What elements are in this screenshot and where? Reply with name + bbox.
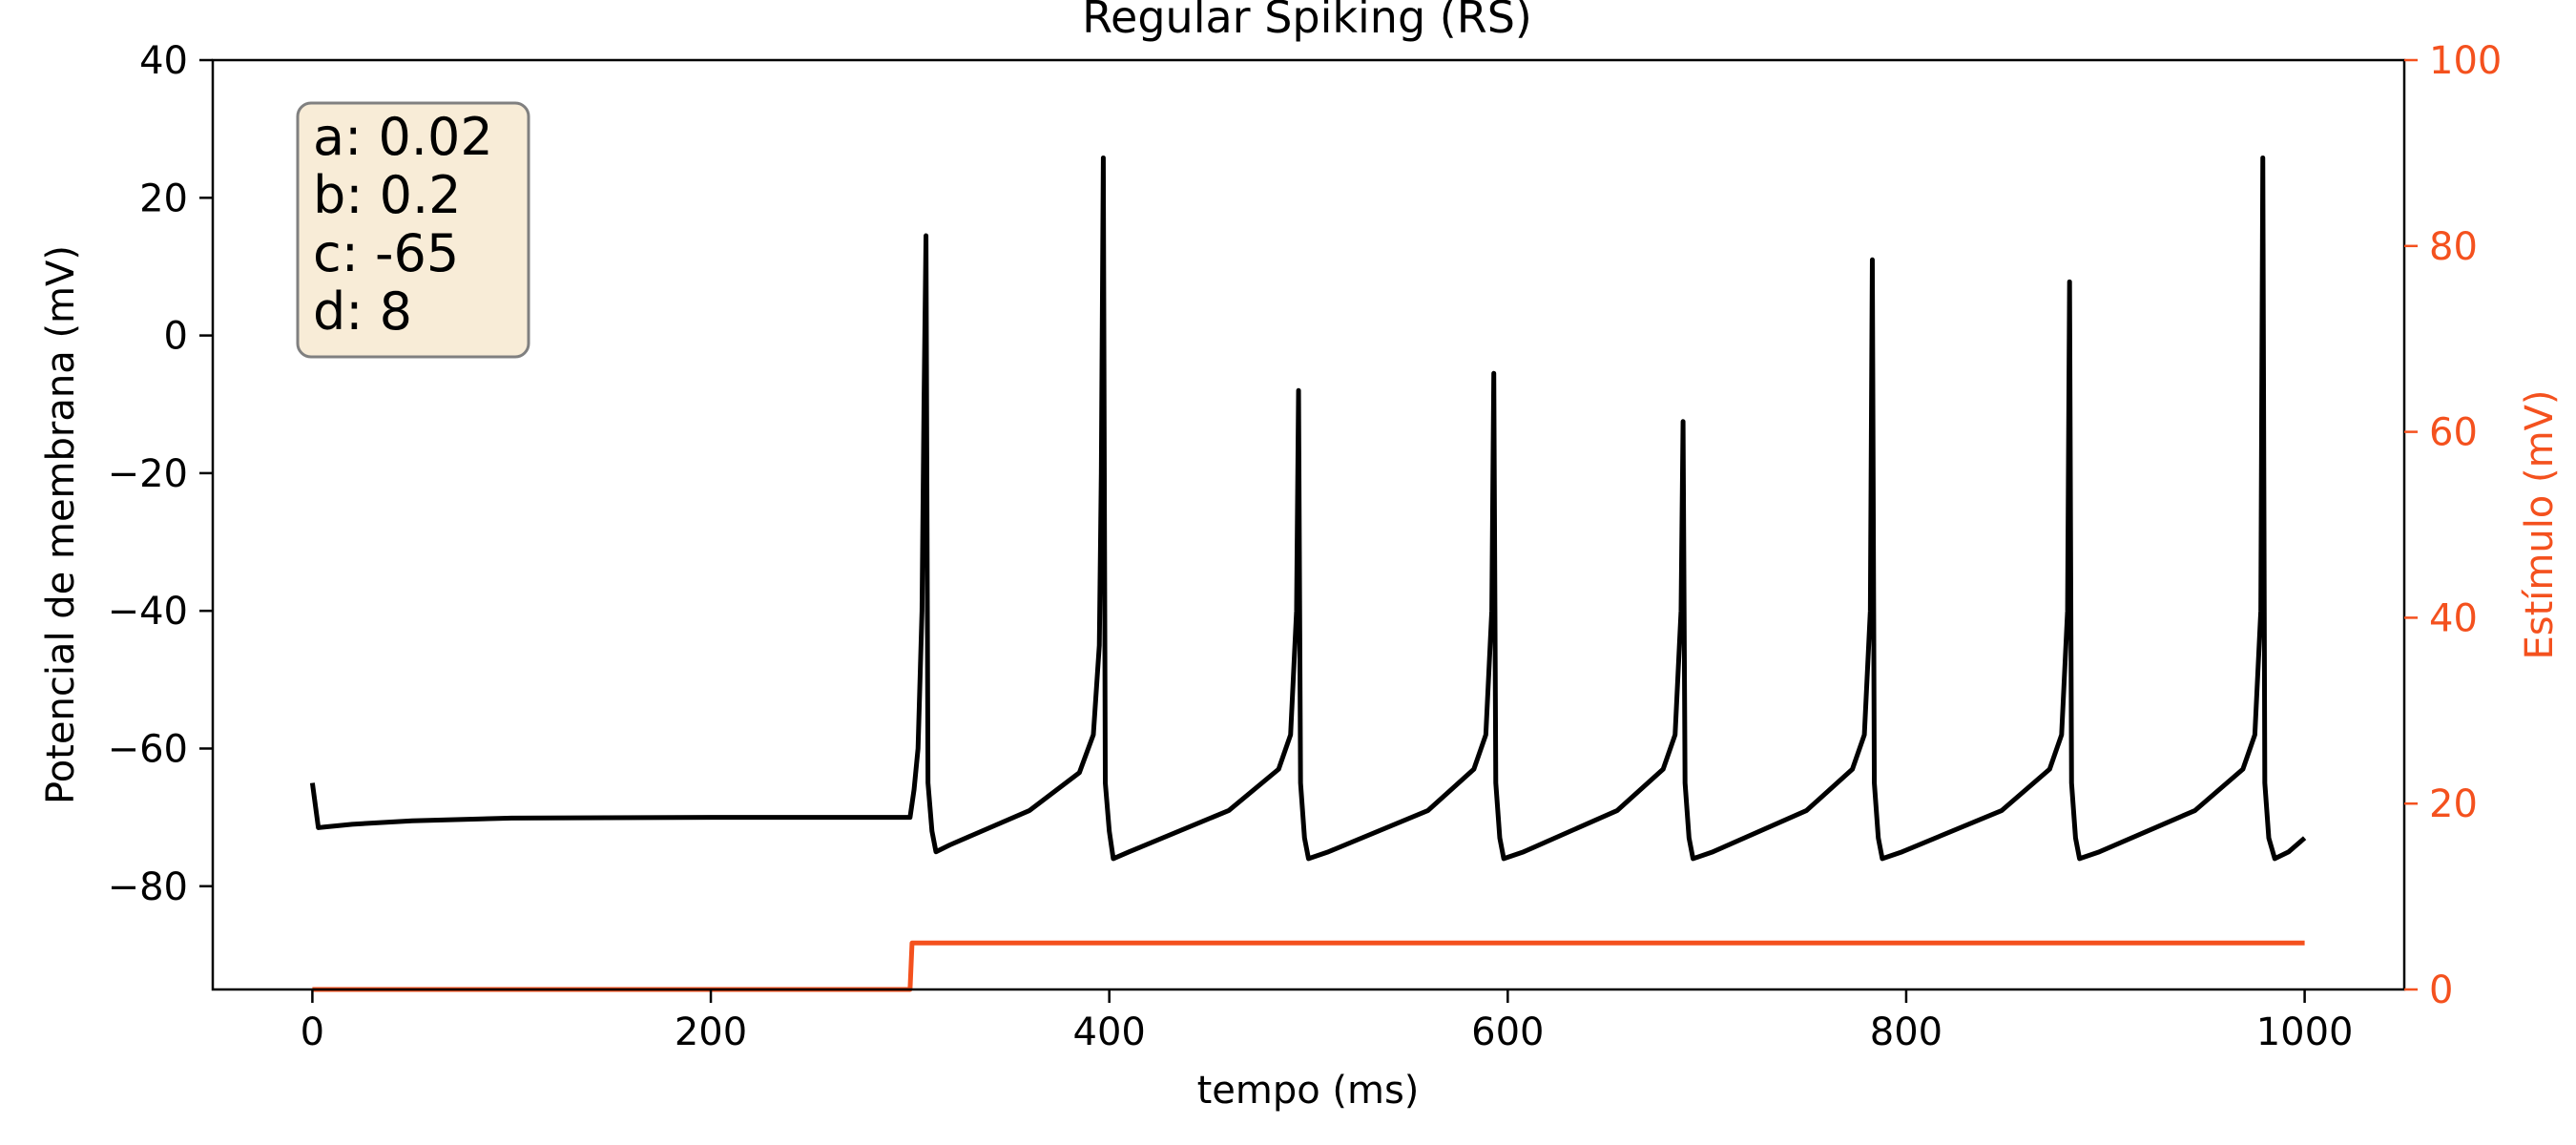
y-tick-label: 0 (164, 315, 188, 359)
y2-axis-label: Estímulo (mV) (2518, 389, 2562, 659)
y-tick-label: −20 (108, 452, 188, 496)
series-layer (309, 155, 2307, 992)
param-a: a: 0.02 (313, 107, 493, 167)
y-tick-label: −60 (108, 727, 188, 771)
params-box: a: 0.02 b: 0.2 c: -65 d: 8 (296, 101, 530, 359)
y-tick-label: 20 (139, 177, 188, 220)
x-tick-label: 0 (301, 1010, 324, 1054)
x-tick-label: 200 (675, 1010, 747, 1054)
param-c: c: -65 (313, 223, 459, 283)
param-b: b: 0.2 (313, 165, 462, 225)
x-tick-label: 600 (1471, 1010, 1544, 1054)
x-tick-label: 1000 (2256, 1010, 2354, 1054)
y-axis-right: 0 20 40 60 80 100 (2404, 39, 2502, 1012)
membrane-potential-line (309, 155, 2307, 862)
y-axis-left: −80 −60 −40 −20 0 20 40 (108, 39, 213, 909)
x-axis-label: tempo (ms) (1197, 1069, 1420, 1113)
chart-title: Regular Spiking (RS) (1082, 0, 1532, 43)
y-tick-label: −40 (108, 590, 188, 634)
y2-tick-label: 0 (2429, 968, 2453, 1012)
y-tick-label: −80 (108, 865, 188, 909)
y2-tick-label: 20 (2429, 782, 2478, 826)
plot-frame (211, 58, 2406, 991)
y-axis-label: Potencial de membrana (mV) (39, 245, 83, 804)
x-tick-label: 800 (1870, 1010, 1942, 1054)
y-tick-label: 40 (139, 39, 188, 83)
param-d: d: 8 (313, 281, 412, 342)
x-axis: 0 200 400 600 800 1000 (301, 989, 2354, 1054)
x-tick-label: 400 (1073, 1010, 1146, 1054)
y2-tick-label: 60 (2429, 411, 2478, 455)
y2-tick-label: 40 (2429, 596, 2478, 640)
stimulus-line (312, 940, 2305, 992)
y2-tick-label: 80 (2429, 225, 2478, 269)
params-box-background (296, 101, 530, 359)
y2-tick-label: 100 (2429, 39, 2502, 83)
